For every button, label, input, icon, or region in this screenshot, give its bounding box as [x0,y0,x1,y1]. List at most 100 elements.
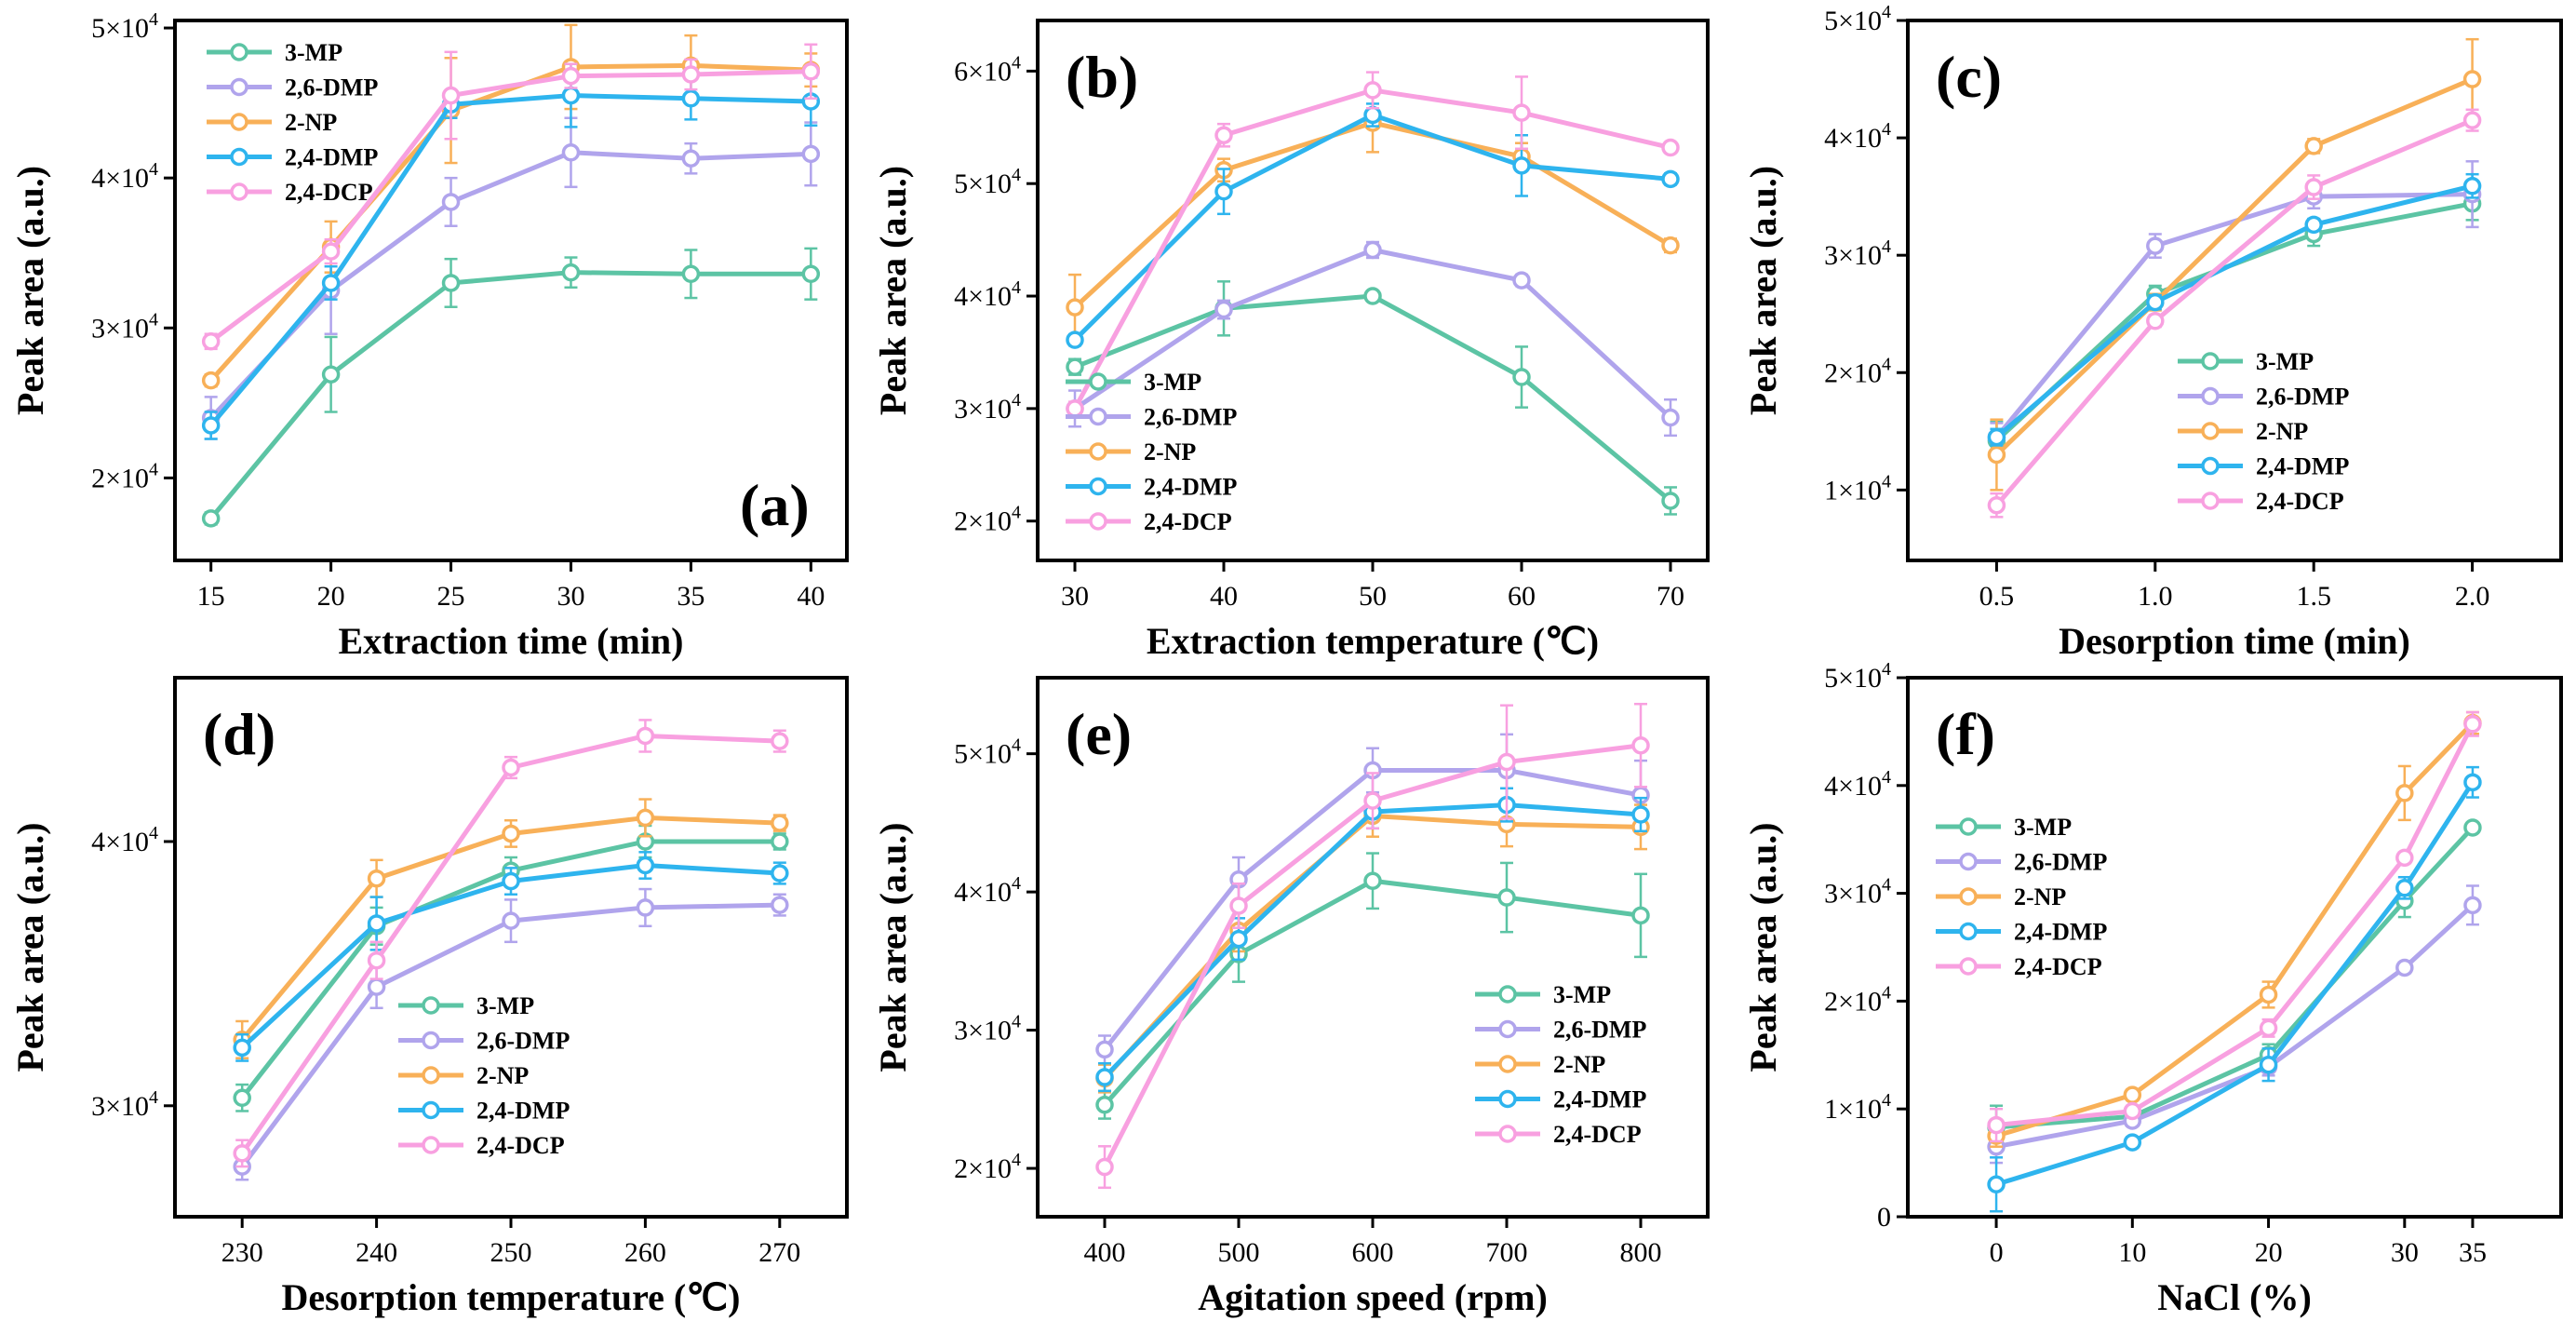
legend-label: 2,6-DMP [285,74,378,101]
legend-swatch-marker [1498,1089,1517,1109]
data-point [321,242,341,261]
data-point [2146,312,2165,330]
chart-panel-b: 30 40 50 60 702×1043×1044×1045×1046×104Extra… [872,19,1710,662]
y-tick-mantissa: 4×10 [91,827,149,857]
y-tick-exponent: 4 [1882,471,1891,492]
y-tick-mantissa: 4×10 [1824,123,1882,154]
data-point [367,950,386,970]
data-point [1497,752,1516,772]
data-point [2146,236,2165,255]
data-point [2123,1101,2142,1121]
legend-swatch-marker [2201,352,2220,371]
data-point [771,814,789,832]
y-tick-label: 4×104 [1824,119,1891,154]
series-26-dmp [1066,240,1680,438]
data-point [1987,427,2006,447]
legend-swatch-marker [230,113,248,131]
legend-label: 2,4-DCP [1553,1121,1642,1148]
data-point [2123,1085,2142,1104]
legend-label: 3-MP [476,992,534,1019]
data-point [201,332,221,351]
series-line [1995,780,2475,1187]
y-tick-label: 2×104 [954,1150,1021,1184]
chart-panel-e: 400 500 600 700 8002×1043×1044×1045×104Agita… [872,676,1710,1318]
y-tick-exponent: 4 [149,159,158,180]
legend-swatch-marker [1498,985,1517,1004]
y-tick-exponent: 4 [1882,767,1891,788]
legend: 3-MP 2,6-DMP 2-NP 2,4-DMP 2,4-DCP [207,39,378,206]
series-line [1994,201,2474,443]
series-line [1994,117,2474,507]
y-tick-label: 3×104 [1824,236,1891,271]
series-24-dcp [1095,702,1650,1190]
x-tick-label: 20 [317,581,345,612]
x-tick-label: 10 [2118,1237,2146,1268]
series-3-mp [201,247,821,528]
legend-swatch-marker [422,1066,440,1085]
legend: 3-MP 2,6-DMP 2-NP 2,4-DMP 2,4-DCP [1475,981,1646,1148]
y-tick-label: 4×104 [954,873,1021,908]
y-tick-label: 4×104 [954,277,1021,312]
data-point [1512,103,1531,122]
legend: 3-MP 2,6-DMP 2-NP 2,4-DMP 2,4-DCP [2178,348,2349,515]
legend-swatch-marker [1089,477,1107,496]
data-point [771,732,789,750]
legend-swatch-marker [1959,887,1978,906]
series-line [208,150,812,420]
legend-label: 3-MP [1553,981,1611,1008]
legend-label: 2,4-DMP [2014,919,2107,946]
y-tick-label: 3×104 [91,309,158,344]
legend-swatch-marker [230,147,248,167]
data-point [502,871,520,891]
y-tick-mantissa: 5×10 [954,739,1012,770]
legend-label: 2,4-DMP [476,1098,570,1125]
chart-panel-a: 15 20 25 30 35 402×1043×1044×1045×104Extracti… [9,9,849,662]
data-point [1512,271,1531,290]
data-point [1363,871,1382,890]
data-point [561,143,581,162]
data-point [771,832,789,851]
data-point [2304,137,2323,155]
data-point [1661,138,1680,157]
y-tick-label: 2×104 [1824,354,1891,388]
data-point [1987,1175,2006,1194]
data-point [1987,1115,2006,1135]
x-tick-label: 400 [1084,1237,1126,1268]
data-point [1363,81,1382,100]
plot-frame [1906,19,2563,562]
y-tick-exponent: 4 [1012,1012,1021,1032]
y-tick-label: 1×104 [1824,1090,1891,1125]
series-2-np [1095,793,1650,1094]
legend-label: 2,4-DCP [285,179,373,206]
data-point [2395,848,2414,868]
data-point [2462,177,2482,195]
y-tick-exponent: 4 [1012,165,1021,185]
x-tick-label: 1.0 [2138,581,2173,612]
data-point [233,1088,251,1108]
panel-label: (e) [1066,701,1132,767]
y-tick-label: 3×104 [1824,875,1891,910]
panel-label: (f) [1936,701,1995,767]
x-tick-label: 40 [797,581,825,612]
x-axis-title: Extraction temperature (℃) [1147,620,1599,662]
panel-label: (b) [1066,44,1138,110]
y-tick-mantissa: 3×10 [91,1091,149,1122]
y-axis-title: Peak area (a.u.) [1742,166,1784,415]
x-tick-label: 500 [1218,1237,1260,1268]
y-tick-mantissa: 3×10 [1824,240,1882,271]
series-line [1074,293,1672,503]
data-point [2463,896,2482,915]
data-point [1363,287,1382,305]
data-point [2463,818,2482,837]
legend-label: 2,4-DCP [476,1132,565,1159]
x-axis-title: Extraction time (min) [338,620,683,662]
series-line [209,69,812,344]
data-point [1661,492,1680,510]
y-tick-label: 2×104 [1824,982,1891,1017]
legend-label: 2,6-DMP [1144,404,1237,431]
x-tick-label: 50 [1359,581,1387,612]
y-tick-label: 6×104 [954,52,1021,87]
y-tick-exponent: 4 [149,823,158,843]
series-24-dcp [233,719,789,1168]
